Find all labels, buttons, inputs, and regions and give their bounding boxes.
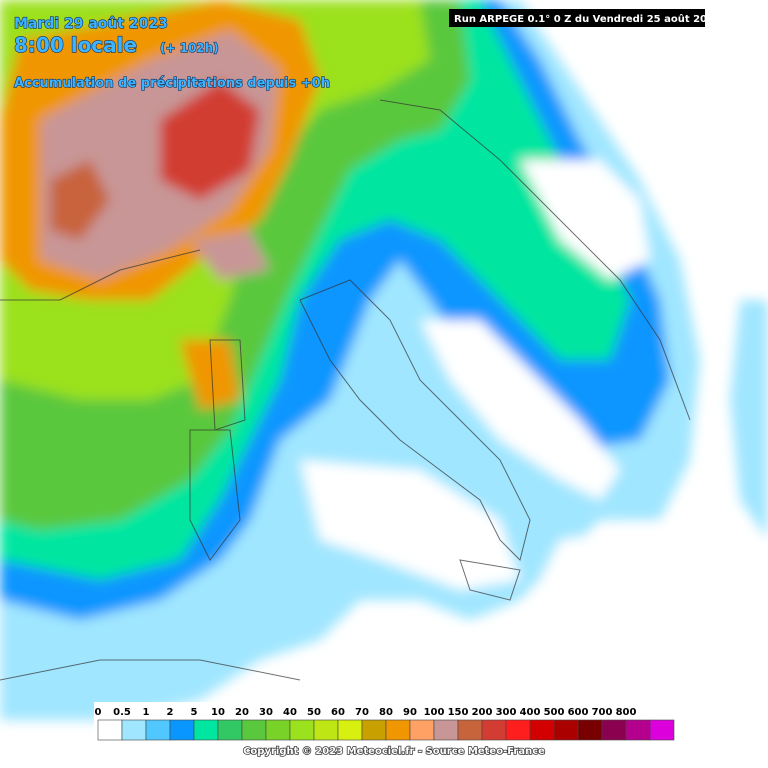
time: 8:00 locale xyxy=(14,33,137,57)
legend-swatch xyxy=(169,719,195,741)
legend-label: 300 xyxy=(496,707,517,718)
legend-label: 800 xyxy=(616,707,637,718)
legend-label: 700 xyxy=(592,707,613,718)
legend-label: 20 xyxy=(235,707,249,718)
legend-swatch xyxy=(505,719,531,741)
legend-swatch xyxy=(265,719,291,741)
legend-label: 2 xyxy=(167,707,174,718)
legend-swatch xyxy=(193,719,219,741)
legend-label: 30 xyxy=(259,707,273,718)
legend-label: 150 xyxy=(448,707,469,718)
legend-label: 0 xyxy=(95,707,102,718)
legend-swatch xyxy=(217,719,243,741)
legend-swatch xyxy=(313,719,339,741)
subtitle: Accumulation de précipitations depuis +0… xyxy=(14,76,330,91)
run-box xyxy=(449,9,705,27)
legend-swatch xyxy=(601,719,627,741)
legend-swatch xyxy=(145,719,171,741)
legend-label: 70 xyxy=(355,707,369,718)
legend-swatch xyxy=(481,719,507,741)
legend-swatch xyxy=(433,719,459,741)
legend-swatch xyxy=(97,719,123,741)
legend-label: 500 xyxy=(544,707,565,718)
legend-label: 1 xyxy=(143,707,150,718)
legend-label: 40 xyxy=(283,707,297,718)
legend-swatch xyxy=(337,719,363,741)
legend-label: 60 xyxy=(331,707,345,718)
legend-label: 90 xyxy=(403,707,417,718)
lead-time: (+ 102h) xyxy=(160,41,219,55)
legend-swatch xyxy=(385,719,411,741)
legend-swatch xyxy=(241,719,267,741)
legend-swatch xyxy=(361,719,387,741)
legend-swatch xyxy=(529,719,555,741)
legend-swatch xyxy=(289,719,315,741)
legend-label: 10 xyxy=(211,707,225,718)
legend-swatch xyxy=(649,719,675,741)
borders xyxy=(0,99,691,681)
legend-label: 200 xyxy=(472,707,493,718)
copyright: Copyright © 2023 Meteociel.fr - Source M… xyxy=(243,746,545,757)
run-info: Run ARPEGE 0.1° 0 Z du Vendredi 25 août … xyxy=(454,13,721,25)
legend-swatch xyxy=(553,719,579,741)
legend-swatch xyxy=(625,719,651,741)
legend-swatch xyxy=(409,719,435,741)
legend-label: 80 xyxy=(379,707,393,718)
legend-swatch xyxy=(121,719,147,741)
legend-swatch xyxy=(577,719,603,741)
legend-label: 400 xyxy=(520,707,541,718)
date: Mardi 29 août 2023 xyxy=(14,16,168,32)
legend-label: 50 xyxy=(307,707,321,718)
legend-label: 5 xyxy=(191,707,198,718)
legend-swatch xyxy=(457,719,483,741)
legend-label: 0.5 xyxy=(113,707,131,718)
legend: 0 0.5 1 2 5 10 20 30 40 50 60 70 80 90 100 150 200 300 400… xyxy=(94,702,678,742)
legend-label: 600 xyxy=(568,707,589,718)
legend-label: 100 xyxy=(424,707,445,718)
